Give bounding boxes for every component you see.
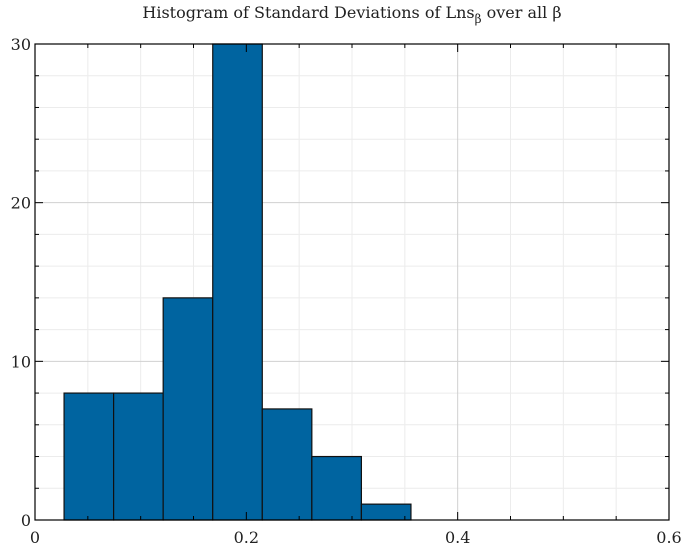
x-tick-labels: 0 0.2 0.4 0.6 [30, 528, 682, 547]
chart-title-suffix: over all β [482, 3, 562, 22]
x-tick-label: 0.2 [234, 528, 259, 547]
y-tick-label: 20 [11, 194, 31, 213]
histogram-bar [360, 503, 412, 521]
histogram-bars [63, 43, 412, 521]
histogram-bar [212, 43, 263, 521]
chart-title-subscript: β [475, 12, 482, 26]
x-tick-label: 0 [30, 528, 40, 547]
x-tick-label: 0.6 [656, 528, 681, 547]
histogram-bar [311, 455, 363, 521]
y-tick-label: 10 [11, 352, 31, 371]
y-tick-label: 30 [11, 35, 31, 54]
chart-title: Histogram of Standard Deviations of Lnsβ… [142, 3, 561, 26]
tick-marks [35, 44, 669, 520]
chart-title-main: Histogram of Standard Deviations of Lns [142, 3, 474, 22]
histogram-bar [162, 297, 214, 521]
y-tick-label: 0 [21, 511, 31, 530]
x-tick-label: 0.4 [445, 528, 470, 547]
histogram-bar [113, 392, 164, 521]
y-tick-labels: 0 10 20 30 [11, 35, 31, 530]
histogram-bar [63, 392, 115, 521]
histogram-bar [261, 408, 313, 521]
